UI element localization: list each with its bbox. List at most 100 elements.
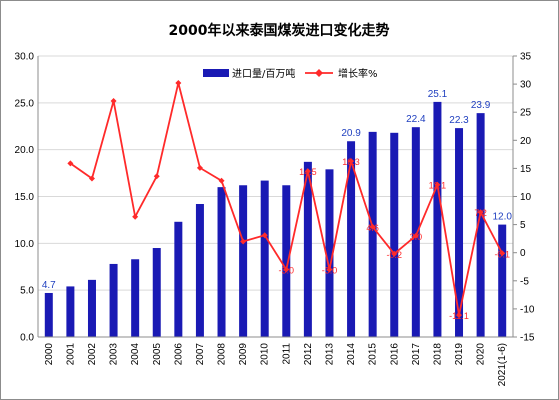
bar [260, 180, 269, 337]
bar [152, 248, 161, 337]
y-right-tick-label: 5 [520, 220, 526, 231]
x-tick-label: 2006 [173, 343, 184, 366]
x-tick-label: 2016 [389, 343, 400, 366]
growth-point [412, 232, 419, 239]
x-tick-label: 2017 [411, 343, 422, 366]
y-left-tick-label: 15.0 [15, 192, 35, 203]
y-right-tick-label: -5 [520, 276, 529, 287]
bar [347, 141, 356, 337]
x-tick-label: 2014 [346, 343, 357, 366]
x-tick-label: 2020 [476, 343, 487, 366]
x-tick-label: 2001 [65, 343, 76, 366]
y-right-tick-label: 20 [520, 136, 532, 147]
bar [217, 187, 226, 337]
x-tick-label: 2019 [454, 343, 465, 366]
x-tick-label: 2009 [238, 343, 249, 366]
x-tick-label: 2000 [44, 343, 55, 366]
bar [498, 224, 507, 337]
bar-series: 4.7 20.9 22.4 25.1 22.323.9 12.0 [42, 89, 512, 338]
growth-point [499, 250, 506, 257]
legend-line-marker [315, 69, 323, 77]
bar [109, 263, 118, 337]
bar [390, 132, 399, 337]
bar [433, 101, 442, 337]
y-right-tick-label: 10 [520, 192, 532, 203]
growth-data-label: -3.0 [322, 266, 338, 276]
x-tick-label: 2002 [87, 343, 98, 366]
growth-point [391, 250, 398, 257]
x-tick-label: 2018 [432, 343, 443, 366]
growth-point [218, 177, 225, 184]
growth-point [456, 312, 463, 319]
bar [174, 221, 183, 337]
bar-data-label: 22.4 [406, 114, 426, 125]
growth-point [283, 266, 290, 273]
y-left-tick-label: 0.0 [20, 333, 34, 344]
growth-point [196, 164, 203, 171]
growth-point [110, 97, 117, 104]
bar [325, 169, 334, 337]
bar [303, 161, 312, 337]
growth-data-label: 16.3 [342, 157, 360, 167]
y-right-tick-label: 0 [520, 248, 526, 259]
growth-data-label: -3.0 [279, 266, 295, 276]
x-tick-label: 2021(1-6) [497, 343, 508, 386]
bar-data-label: 4.7 [42, 280, 56, 291]
growth-data-label: -11.1 [449, 311, 469, 321]
y-left-tick-label: 20.0 [15, 145, 35, 156]
x-tick-label: 2005 [152, 343, 163, 366]
growth-point [304, 168, 311, 175]
growth-point [132, 213, 139, 220]
growth-data-label: 12.1 [429, 181, 447, 191]
growth-point [153, 173, 160, 180]
legend-bar-label: 进口量/百万吨 [232, 67, 295, 80]
x-tick-label: 2010 [260, 343, 271, 366]
bar-data-label: 25.1 [428, 89, 448, 100]
x-tick-label: 2015 [368, 343, 379, 366]
legend: 进口量/百万吨 增长率% [203, 67, 378, 80]
growth-point [261, 232, 268, 239]
chart-title: 2000年以来泰国煤炭进口变化走势 [169, 22, 390, 39]
y-left-tick-label: 25.0 [15, 98, 35, 109]
legend-line-label: 增长率% [338, 67, 378, 80]
y-right-tick-label: 15 [520, 164, 532, 175]
x-tick-label: 2011 [281, 343, 292, 365]
growth-point [88, 175, 95, 182]
y-right-tick-label: 30 [520, 80, 532, 91]
bar-data-label: 12.0 [492, 212, 512, 223]
growth-point [434, 181, 441, 188]
bar [195, 203, 204, 337]
x-tick-label: 2004 [130, 343, 141, 366]
x-tick-label: 2007 [195, 343, 206, 366]
x-tick-label: 2003 [109, 343, 120, 366]
bar [87, 279, 96, 337]
bar [282, 185, 291, 337]
growth-data-label: -0.2 [386, 250, 402, 260]
bar [411, 127, 420, 337]
growth-point [67, 160, 74, 167]
x-tick-label: 2013 [324, 343, 335, 366]
bar-data-label: 22.3 [449, 115, 469, 126]
growth-data-label: 4.6 [366, 223, 379, 233]
growth-point [240, 238, 247, 245]
bar [368, 131, 377, 337]
x-tick-label: 2012 [303, 343, 314, 366]
growth-data-label: 7.2 [474, 208, 487, 218]
growth-point [477, 209, 484, 216]
bar [476, 113, 485, 338]
bar-data-label: 23.9 [471, 100, 491, 111]
growth-point [326, 266, 333, 273]
growth-data-label: 14.5 [299, 167, 317, 177]
bar [239, 185, 248, 337]
x-tick-label: 2008 [217, 343, 228, 366]
bar [66, 286, 75, 337]
y-left-tick-label: 10.0 [15, 239, 35, 250]
y-left-tick-label: 30.0 [15, 52, 35, 63]
legend-bar-swatch [203, 69, 229, 77]
bar [44, 292, 53, 337]
y-right-tick-label: 25 [520, 108, 532, 119]
y-right-tick-label: 35 [520, 52, 532, 63]
y-left-tick-label: 5.0 [20, 286, 34, 297]
growth-point [175, 79, 182, 86]
